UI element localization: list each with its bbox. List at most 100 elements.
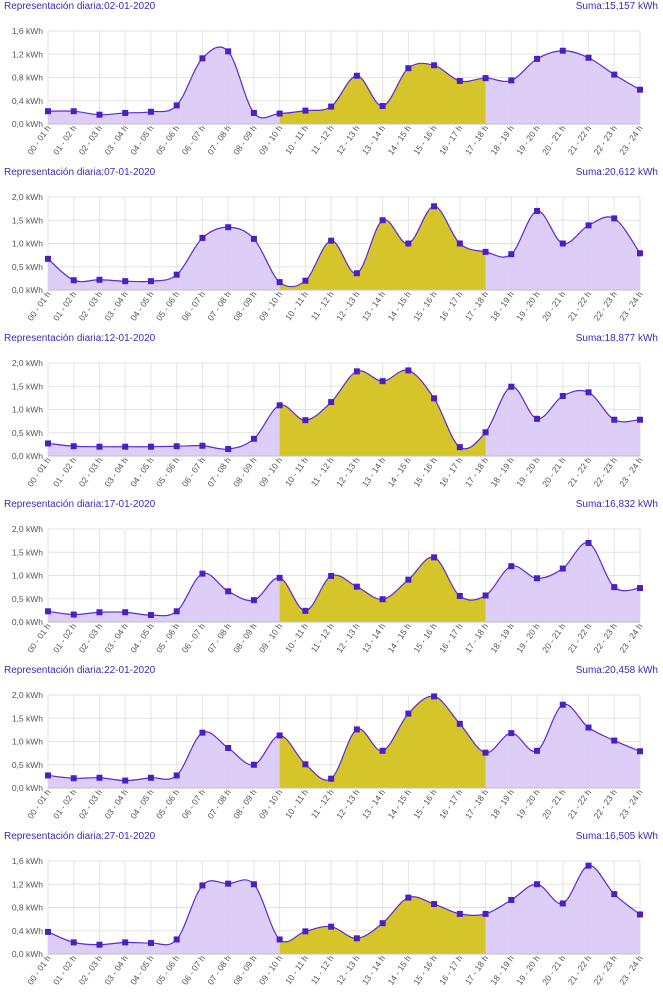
- data-point[interactable]: [456, 720, 463, 727]
- data-point[interactable]: [637, 585, 643, 592]
- data-point[interactable]: [585, 222, 592, 229]
- data-point[interactable]: [199, 234, 206, 241]
- data-point[interactable]: [431, 395, 438, 402]
- data-point[interactable]: [534, 415, 541, 422]
- data-point[interactable]: [173, 608, 180, 615]
- data-point[interactable]: [122, 939, 129, 946]
- data-point[interactable]: [276, 279, 283, 286]
- data-point[interactable]: [353, 935, 360, 942]
- data-point[interactable]: [276, 574, 283, 581]
- data-point[interactable]: [328, 775, 335, 782]
- data-point[interactable]: [173, 936, 180, 943]
- data-point[interactable]: [225, 48, 232, 55]
- data-point[interactable]: [482, 75, 489, 82]
- data-point[interactable]: [637, 86, 643, 93]
- data-point[interactable]: [302, 761, 309, 768]
- data-point[interactable]: [70, 443, 77, 450]
- data-point[interactable]: [199, 442, 206, 449]
- data-point[interactable]: [122, 777, 129, 784]
- data-point[interactable]: [96, 609, 103, 616]
- data-point[interactable]: [45, 108, 51, 115]
- data-point[interactable]: [302, 928, 309, 935]
- data-point[interactable]: [379, 747, 386, 754]
- data-point[interactable]: [637, 748, 643, 755]
- data-point[interactable]: [302, 417, 309, 424]
- data-point[interactable]: [122, 609, 129, 616]
- data-point[interactable]: [611, 891, 618, 898]
- data-point[interactable]: [611, 584, 618, 591]
- data-point[interactable]: [225, 880, 232, 887]
- data-point[interactable]: [70, 277, 77, 284]
- data-point[interactable]: [482, 749, 489, 756]
- data-point[interactable]: [70, 108, 77, 115]
- data-point[interactable]: [328, 237, 335, 244]
- data-point[interactable]: [147, 278, 154, 285]
- data-point[interactable]: [328, 103, 335, 110]
- data-point[interactable]: [353, 368, 360, 375]
- data-point[interactable]: [559, 47, 566, 54]
- data-point[interactable]: [534, 881, 541, 888]
- data-point[interactable]: [482, 910, 489, 917]
- data-point[interactable]: [328, 572, 335, 579]
- data-point[interactable]: [482, 592, 489, 599]
- data-point[interactable]: [611, 737, 618, 744]
- data-point[interactable]: [379, 102, 386, 109]
- data-point[interactable]: [70, 939, 77, 946]
- data-point[interactable]: [45, 440, 51, 447]
- data-point[interactable]: [431, 203, 438, 210]
- data-point[interactable]: [70, 775, 77, 782]
- data-point[interactable]: [585, 862, 592, 869]
- data-point[interactable]: [456, 240, 463, 247]
- data-point[interactable]: [276, 402, 283, 409]
- data-point[interactable]: [45, 608, 51, 615]
- data-point[interactable]: [70, 611, 77, 618]
- data-point[interactable]: [508, 730, 515, 737]
- data-point[interactable]: [508, 383, 515, 390]
- data-point[interactable]: [456, 77, 463, 84]
- data-point[interactable]: [147, 939, 154, 946]
- data-point[interactable]: [45, 772, 51, 779]
- data-point[interactable]: [250, 761, 257, 768]
- data-point[interactable]: [45, 255, 51, 262]
- data-point[interactable]: [405, 240, 412, 247]
- data-point[interactable]: [276, 936, 283, 943]
- data-point[interactable]: [96, 941, 103, 948]
- data-point[interactable]: [199, 729, 206, 736]
- data-point[interactable]: [353, 270, 360, 277]
- data-point[interactable]: [431, 901, 438, 908]
- data-point[interactable]: [173, 772, 180, 779]
- data-point[interactable]: [276, 732, 283, 739]
- data-point[interactable]: [637, 250, 643, 257]
- data-point[interactable]: [637, 911, 643, 918]
- data-point[interactable]: [173, 271, 180, 278]
- data-point[interactable]: [559, 240, 566, 247]
- data-point[interactable]: [559, 900, 566, 907]
- data-point[interactable]: [508, 251, 515, 258]
- data-point[interactable]: [328, 923, 335, 930]
- data-point[interactable]: [559, 701, 566, 708]
- data-point[interactable]: [96, 774, 103, 781]
- data-point[interactable]: [302, 277, 309, 284]
- data-point[interactable]: [147, 612, 154, 619]
- data-point[interactable]: [637, 416, 643, 423]
- data-point[interactable]: [405, 65, 412, 72]
- data-point[interactable]: [379, 596, 386, 603]
- data-point[interactable]: [431, 62, 438, 69]
- data-point[interactable]: [405, 576, 412, 583]
- data-point[interactable]: [122, 443, 129, 450]
- data-point[interactable]: [122, 109, 129, 116]
- data-point[interactable]: [456, 592, 463, 599]
- data-point[interactable]: [508, 77, 515, 84]
- data-point[interactable]: [534, 747, 541, 754]
- data-point[interactable]: [534, 575, 541, 582]
- data-point[interactable]: [405, 367, 412, 374]
- data-point[interactable]: [611, 416, 618, 423]
- data-point[interactable]: [199, 882, 206, 889]
- data-point[interactable]: [353, 72, 360, 79]
- data-point[interactable]: [585, 539, 592, 546]
- data-point[interactable]: [379, 378, 386, 385]
- data-point[interactable]: [250, 597, 257, 604]
- data-point[interactable]: [225, 224, 232, 231]
- data-point[interactable]: [585, 389, 592, 396]
- data-point[interactable]: [96, 111, 103, 118]
